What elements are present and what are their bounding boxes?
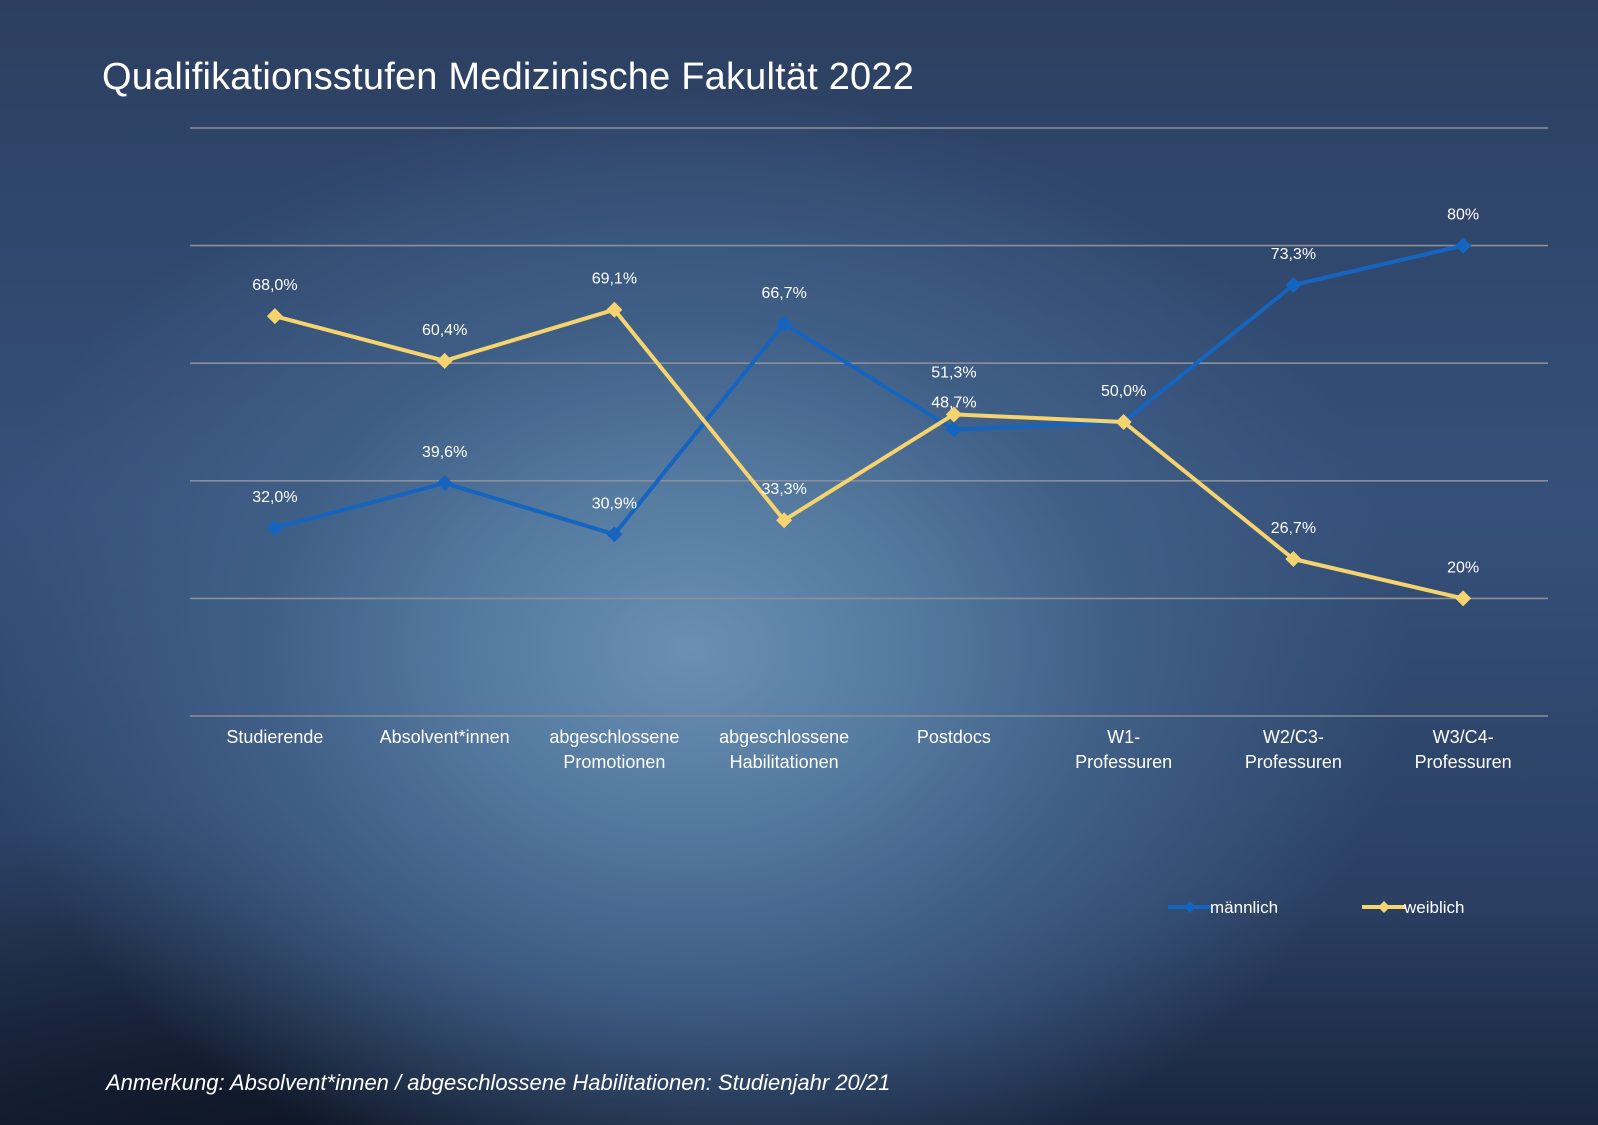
x-tick-label-line: W2/C3- — [1263, 727, 1324, 747]
data-point-1 — [1285, 551, 1302, 568]
gridlines — [190, 127, 1548, 717]
x-tick-label-line: Absolvent*innen — [380, 727, 510, 747]
data-label: 33,3% — [761, 481, 806, 498]
x-tick-label: abgeschlossene Promotionen — [549, 727, 679, 772]
x-tick-label-line: abgeschlossene — [549, 727, 679, 747]
x-tick-label-line: Studierende — [226, 727, 323, 747]
series-line-0 — [274, 243, 1464, 537]
data-point-1 — [945, 406, 962, 423]
data-label: 32,0% — [252, 489, 297, 506]
data-point-1 — [1455, 590, 1472, 607]
data-point-1 — [1115, 414, 1132, 430]
data-label: 60,4% — [422, 322, 467, 339]
data-point-0 — [945, 421, 962, 438]
data-label: 73,3% — [1271, 246, 1316, 263]
legend: männlich weiblich — [1168, 898, 1464, 917]
series-line-1 — [274, 307, 1464, 601]
data-label: 50,0% — [1101, 383, 1146, 400]
data-point-0 — [776, 315, 793, 332]
data-label: 69,1% — [592, 271, 637, 288]
data-label: 20% — [1447, 559, 1479, 576]
data-label: 39,6% — [422, 444, 467, 461]
data-label: 68,0% — [252, 277, 297, 294]
x-tick-label-line: Professuren — [1415, 752, 1512, 772]
x-tick-label: W1- Professuren — [1075, 727, 1172, 772]
data-point-0 — [266, 519, 283, 536]
data-label: 51,3% — [931, 364, 976, 381]
data-point-1 — [266, 308, 283, 325]
chart-title: Qualifikationsstufen Medizinische Fakult… — [102, 56, 915, 98]
data-labels: 32,0% 39,6% 30,9% 66,7% 48,7% 50,0% 73,3% 80% 68… — [252, 207, 1479, 577]
x-tick-label: Postdocs — [917, 727, 991, 747]
data-label: 66,7% — [761, 285, 806, 302]
data-label: 30,9% — [592, 495, 637, 512]
x-tick-label-line: W1- — [1107, 727, 1140, 747]
legend-swatch-marker — [1378, 901, 1390, 913]
x-tick-label-line: Professuren — [1245, 752, 1342, 772]
x-tick-label: Studierende — [226, 727, 323, 747]
data-label: 26,7% — [1271, 520, 1316, 537]
legend-swatch-marker — [1184, 901, 1196, 913]
x-axis-labels: Studierende Absolvent*innen abgeschlossene… — [226, 727, 1511, 772]
x-tick-label-line: W3/C4- — [1433, 727, 1494, 747]
x-tick-label-line: Habilitationen — [730, 752, 839, 772]
series-lines — [266, 237, 1472, 607]
footnote: Anmerkung: Absolvent*innen / abgeschloss… — [106, 1070, 891, 1095]
data-point-1 — [436, 352, 453, 369]
data-point-1 — [606, 301, 623, 318]
x-tick-label: Absolvent*innen — [380, 727, 510, 747]
data-point-0 — [606, 526, 623, 543]
x-tick-label: abgeschlossene Habilitationen — [719, 727, 849, 772]
data-point-1 — [776, 512, 793, 529]
data-point-0 — [1285, 276, 1302, 293]
x-tick-label: W2/C3- Professuren — [1245, 727, 1342, 772]
data-point-0 — [1455, 237, 1472, 254]
x-tick-label-line: Postdocs — [917, 727, 991, 747]
legend-label: männlich — [1210, 898, 1278, 917]
data-point-0 — [436, 475, 453, 492]
x-tick-label-line: Professuren — [1075, 752, 1172, 772]
x-tick-label-line: Promotionen — [563, 752, 665, 772]
x-tick-label: W3/C4- Professuren — [1415, 727, 1512, 772]
data-label: 48,7% — [931, 395, 976, 412]
legend-label: weiblich — [1403, 898, 1464, 917]
x-tick-label-line: abgeschlossene — [719, 727, 849, 747]
data-label: 80% — [1447, 207, 1479, 224]
